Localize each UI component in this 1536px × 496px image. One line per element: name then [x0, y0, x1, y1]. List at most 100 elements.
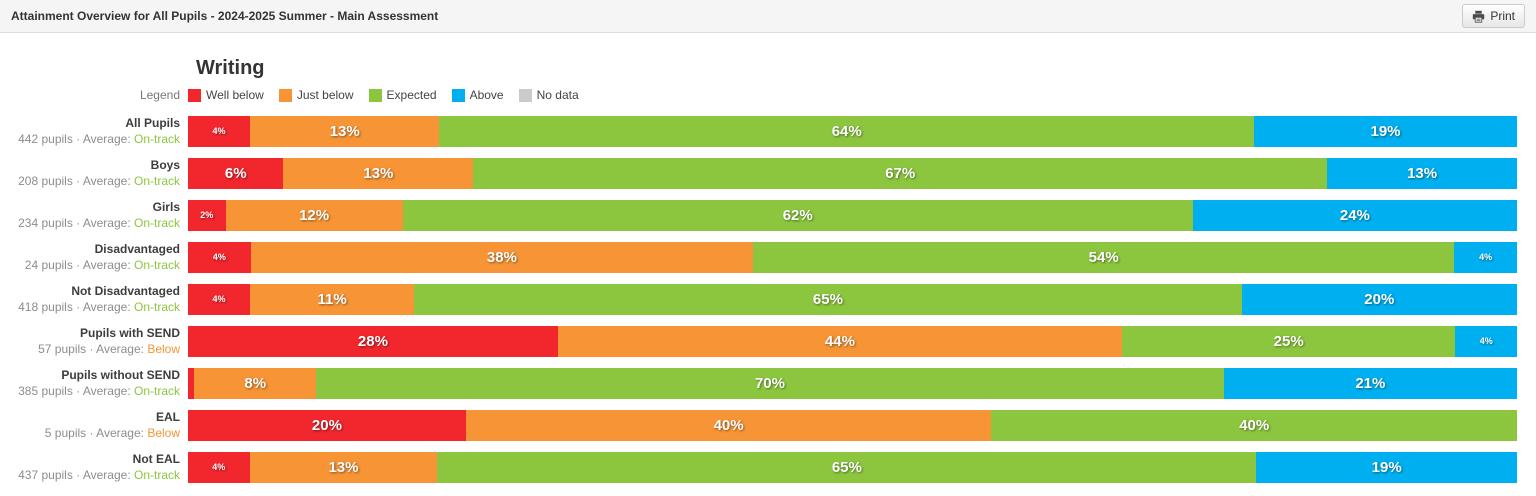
stacked-bar: 2% 12% 62% 24%: [188, 199, 1517, 231]
bar-segment[interactable]: 4%: [1455, 325, 1517, 357]
bar-segment[interactable]: 40%: [465, 409, 992, 441]
row-info: 442 pupils · Average: On-track: [0, 131, 180, 147]
row-label: Not EAL 437 pupils · Average: On-track: [0, 451, 188, 483]
segment-value-label: 2%: [200, 210, 214, 220]
segment-value-label: 13%: [1407, 164, 1438, 182]
segment-value-label: 4%: [1479, 336, 1493, 346]
segment-value-label: 4%: [212, 294, 226, 304]
chart-row: Disadvantaged 24 pupils · Average: On-tra…: [0, 241, 1536, 273]
row-group-name: Disadvantaged: [94, 242, 180, 256]
row-info: 418 pupils · Average: On-track: [0, 299, 180, 315]
segment-value-label: 4%: [212, 462, 226, 472]
stacked-bar: 4% 38% 54% 4%: [188, 241, 1517, 273]
row-info: 57 pupils · Average: Below: [0, 341, 180, 357]
bar-segment[interactable]: 25%: [1121, 325, 1456, 357]
bar-segment[interactable]: 21%: [1223, 367, 1517, 399]
bar-segment[interactable]: 13%: [250, 115, 440, 147]
row-label: Boys 208 pupils · Average: On-track: [0, 157, 188, 189]
legend-item-label: Just below: [296, 88, 354, 102]
bar-segment[interactable]: 13%: [283, 157, 474, 189]
row-pupil-count: 442 pupils · Average:: [18, 132, 134, 146]
print-button[interactable]: Print: [1462, 4, 1525, 28]
bar-segment[interactable]: 4%: [188, 451, 250, 483]
row-info: 24 pupils · Average: On-track: [0, 257, 180, 273]
bar-segment[interactable]: 20%: [188, 409, 466, 441]
page-title: Attainment Overview for All Pupils - 202…: [11, 9, 439, 23]
segment-value-label: 19%: [1370, 122, 1401, 140]
bar-segment[interactable]: 62%: [402, 199, 1193, 231]
bar-segment[interactable]: 19%: [1254, 115, 1517, 147]
stacked-bar: 28% 44% 25% 4%: [188, 325, 1517, 357]
bar-segment[interactable]: 4%: [1454, 241, 1517, 273]
row-pupil-count: 437 pupils · Average:: [18, 468, 134, 482]
bar-segment[interactable]: 2%: [188, 199, 226, 231]
row-pupil-count: 418 pupils · Average:: [18, 300, 134, 314]
row-average-status: On-track: [133, 468, 180, 482]
stacked-bar: 20% 40% 40%: [188, 409, 1517, 441]
segment-value-label: 13%: [328, 458, 359, 476]
bar-segment[interactable]: 28%: [188, 325, 558, 357]
bar-segment[interactable]: 24%: [1192, 199, 1517, 231]
legend-swatch-icon: [278, 88, 292, 102]
bar-segment[interactable]: 20%: [1241, 283, 1517, 315]
bar-segment[interactable]: 67%: [473, 157, 1328, 189]
row-pupil-count: 57 pupils · Average:: [38, 342, 148, 356]
row-average-status: On-track: [133, 216, 180, 230]
print-button-label: Print: [1490, 9, 1515, 23]
segment-value-label: 70%: [754, 374, 785, 392]
segment-value-label: 25%: [1273, 332, 1304, 350]
row-group-name: Not Disadvantaged: [71, 284, 180, 298]
segment-value-label: 8%: [244, 374, 267, 392]
row-info: 385 pupils · Average: On-track: [0, 383, 180, 399]
bar-segment[interactable]: 38%: [250, 241, 754, 273]
bar-segment[interactable]: 4%: [188, 283, 251, 315]
chart-row: Boys 208 pupils · Average: On-track 6% 13% 6…: [0, 157, 1536, 189]
legend-caption: Legend: [139, 88, 180, 102]
chart-rows: All Pupils 442 pupils · Average: On-track…: [0, 115, 1536, 483]
bar-segment[interactable]: [188, 367, 195, 399]
legend-swatch-icon: [451, 88, 465, 102]
bar-segment[interactable]: 19%: [1256, 451, 1517, 483]
bar-segment[interactable]: 13%: [249, 451, 438, 483]
bar-segment[interactable]: 64%: [439, 115, 1255, 147]
stacked-bar: 4% 13% 65% 19%: [188, 451, 1517, 483]
row-info: 208 pupils · Average: On-track: [0, 173, 180, 189]
bar-segment[interactable]: 40%: [991, 409, 1517, 441]
segment-value-label: 4%: [212, 126, 226, 136]
legend: Legend Well below Just below Expected Above…: [0, 87, 1536, 103]
row-pupil-count: 208 pupils · Average:: [18, 174, 134, 188]
segment-value-label: 20%: [311, 416, 342, 434]
row-label: Not Disadvantaged 418 pupils · Average: O…: [0, 283, 188, 315]
row-average-status: On-track: [133, 132, 180, 146]
bar-segment[interactable]: 4%: [188, 115, 251, 147]
bar-segment[interactable]: 65%: [437, 451, 1257, 483]
bar-segment[interactable]: 12%: [225, 199, 403, 231]
bar-segment[interactable]: 54%: [753, 241, 1455, 273]
bar-segment[interactable]: 65%: [414, 283, 1242, 315]
bar-segment[interactable]: 70%: [316, 367, 1224, 399]
row-info: 234 pupils · Average: On-track: [0, 215, 180, 231]
bar-segment[interactable]: 4%: [188, 241, 251, 273]
segment-value-label: 38%: [486, 248, 517, 266]
segment-value-label: 4%: [1479, 252, 1493, 262]
segment-value-label: 20%: [1364, 290, 1395, 308]
row-group-name: Boys: [150, 158, 180, 172]
bar-segment[interactable]: 44%: [557, 325, 1122, 357]
row-group-name: Girls: [152, 200, 180, 214]
bar-segment[interactable]: 11%: [250, 283, 415, 315]
printer-icon: [1472, 10, 1485, 23]
row-label: Girls 234 pupils · Average: On-track: [0, 199, 188, 231]
stacked-bar: 8% 70% 21%: [188, 367, 1517, 399]
bar-segment[interactable]: 13%: [1327, 157, 1517, 189]
content: Writing Legend Well below Just below Expec…: [0, 33, 1536, 483]
stacked-bar: 4% 11% 65% 20%: [188, 283, 1517, 315]
bar-segment[interactable]: 6%: [188, 157, 284, 189]
segment-value-label: 65%: [812, 290, 843, 308]
row-group-name: All Pupils: [125, 116, 180, 130]
legend-items: Well below Just below Expected Above No data: [188, 88, 579, 102]
stacked-bar: 4% 13% 64% 19%: [188, 115, 1517, 147]
row-label: Pupils with SEND 57 pupils · Average: Bel…: [0, 325, 188, 357]
bar-segment[interactable]: 8%: [194, 367, 317, 399]
row-info: 437 pupils · Average: On-track: [0, 467, 180, 483]
